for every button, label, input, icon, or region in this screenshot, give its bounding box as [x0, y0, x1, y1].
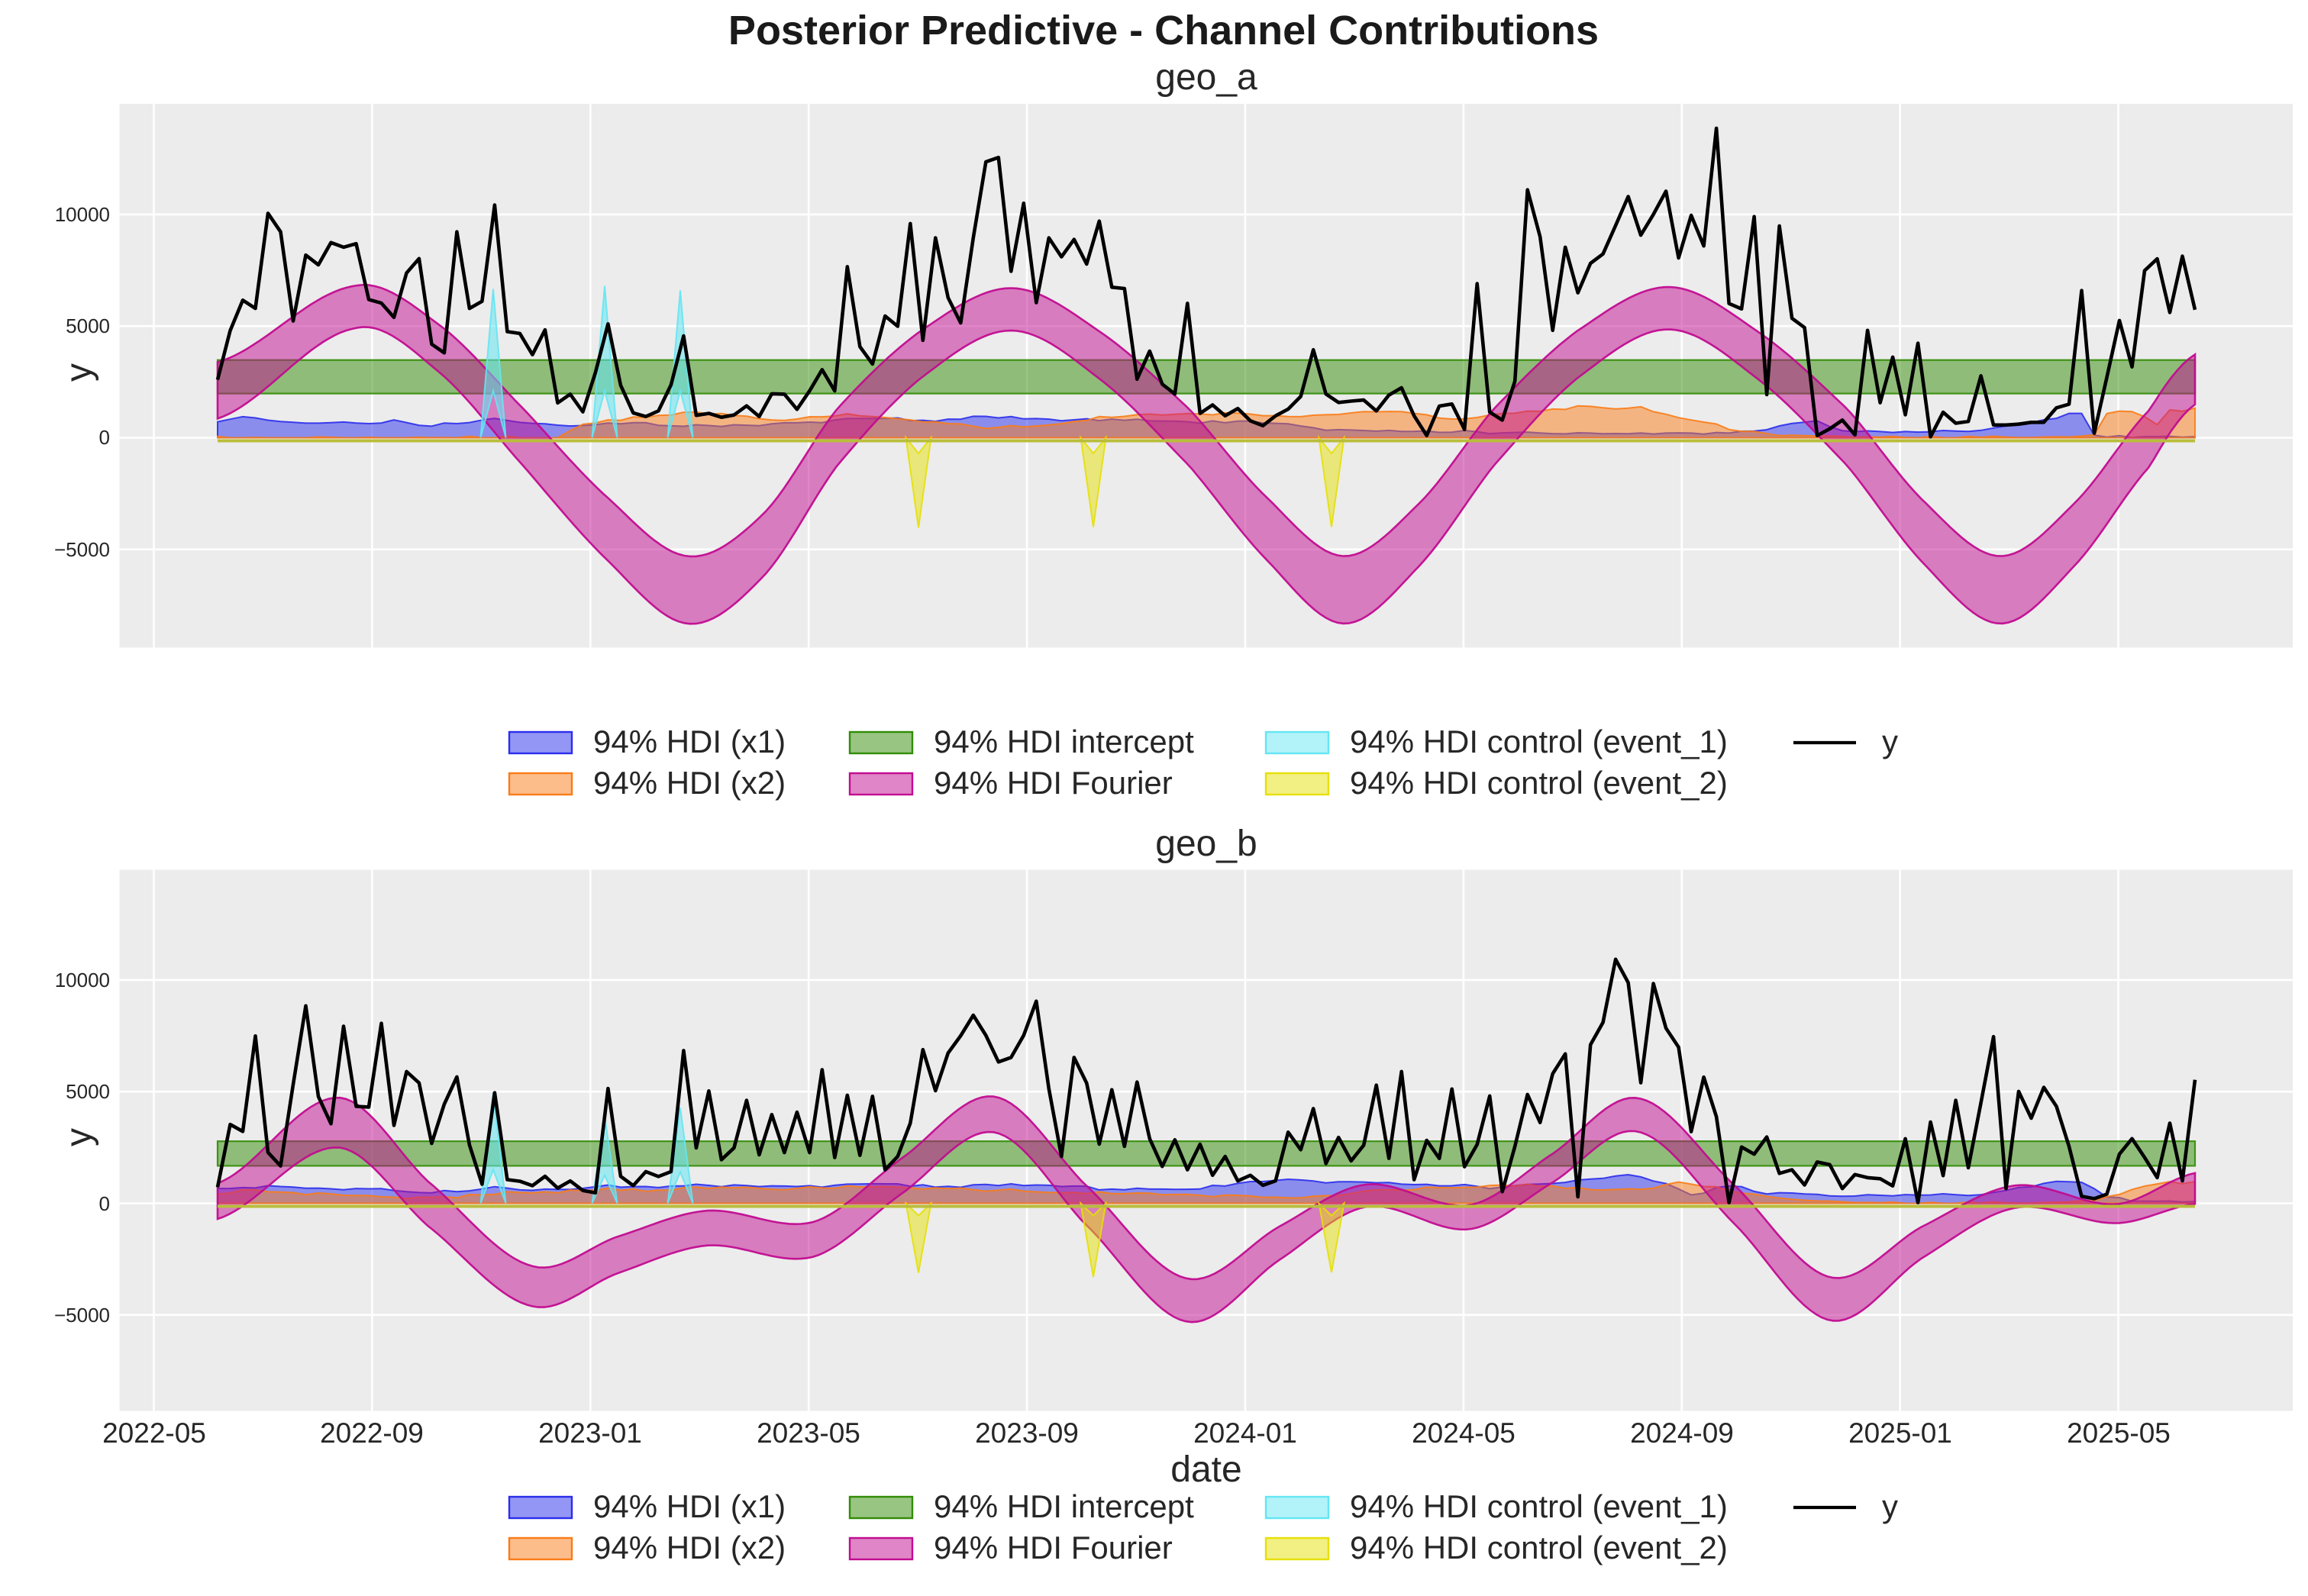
svg-text:94% HDI (x2): 94% HDI (x2) — [593, 765, 786, 801]
svg-text:y: y — [1882, 724, 1898, 759]
svg-text:94% HDI (x1): 94% HDI (x1) — [593, 724, 786, 759]
svg-text:2022-09: 2022-09 — [320, 1417, 424, 1449]
svg-text:94% HDI Fourier: 94% HDI Fourier — [934, 765, 1173, 801]
svg-text:2024-05: 2024-05 — [1412, 1417, 1516, 1449]
svg-text:94% HDI control (event_1): 94% HDI control (event_1) — [1350, 724, 1728, 759]
svg-text:0: 0 — [99, 1192, 110, 1215]
svg-text:2024-01: 2024-01 — [1193, 1417, 1297, 1449]
svg-text:94% HDI (x2): 94% HDI (x2) — [593, 1530, 786, 1565]
svg-text:Posterior Predictive - Channel: Posterior Predictive - Channel Contribut… — [728, 8, 1599, 53]
svg-text:94% HDI control (event_1): 94% HDI control (event_1) — [1350, 1488, 1728, 1524]
svg-text:geo_a: geo_a — [1155, 57, 1257, 98]
svg-text:y: y — [59, 363, 99, 382]
svg-text:94% HDI intercept: 94% HDI intercept — [934, 1488, 1194, 1524]
svg-text:2025-05: 2025-05 — [2067, 1417, 2171, 1449]
svg-text:2023-01: 2023-01 — [538, 1417, 642, 1449]
svg-text:2025-01: 2025-01 — [1848, 1417, 1952, 1449]
svg-text:2024-09: 2024-09 — [1630, 1417, 1734, 1449]
svg-text:10000: 10000 — [55, 203, 110, 226]
svg-text:2023-09: 2023-09 — [975, 1417, 1079, 1449]
svg-text:2022-05: 2022-05 — [102, 1417, 206, 1449]
svg-text:94% HDI control (event_2): 94% HDI control (event_2) — [1350, 765, 1728, 801]
svg-text:94% HDI Fourier: 94% HDI Fourier — [934, 1530, 1173, 1565]
svg-text:10000: 10000 — [55, 969, 110, 991]
svg-text:date: date — [1170, 1449, 1241, 1490]
svg-text:94% HDI control (event_2): 94% HDI control (event_2) — [1350, 1530, 1728, 1565]
svg-text:y: y — [1882, 1488, 1898, 1524]
svg-text:5000: 5000 — [66, 314, 110, 337]
svg-text:−5000: −5000 — [54, 1304, 110, 1327]
svg-text:94% HDI intercept: 94% HDI intercept — [934, 724, 1194, 759]
svg-text:y: y — [59, 1128, 99, 1146]
svg-text:2023-05: 2023-05 — [757, 1417, 860, 1449]
svg-text:5000: 5000 — [66, 1080, 110, 1103]
svg-text:−5000: −5000 — [54, 538, 110, 561]
svg-text:geo_b: geo_b — [1155, 824, 1257, 864]
svg-text:0: 0 — [99, 426, 110, 449]
svg-text:94% HDI (x1): 94% HDI (x1) — [593, 1488, 786, 1524]
